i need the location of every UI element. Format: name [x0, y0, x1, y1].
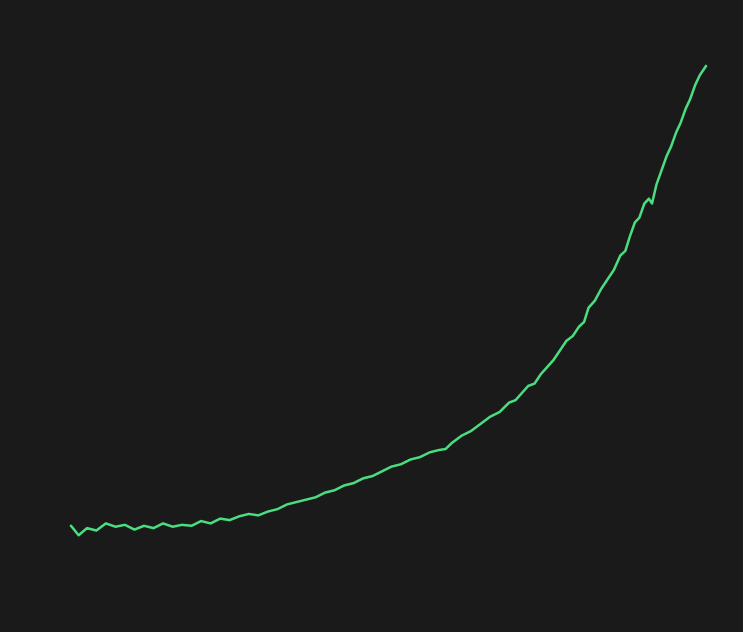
line-chart: [0, 0, 743, 632]
chart-svg: [0, 0, 743, 632]
chart-background: [0, 0, 743, 632]
